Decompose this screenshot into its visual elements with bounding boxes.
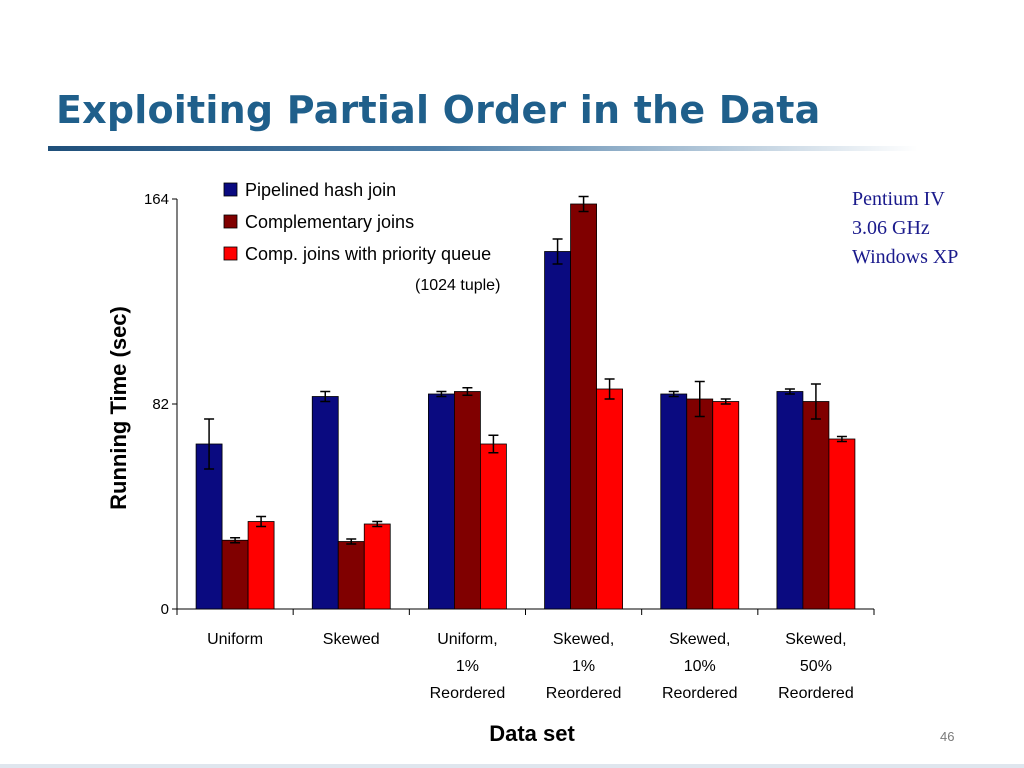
y-tick-label: 82 [152, 396, 169, 413]
platform-os: Windows XP [852, 246, 959, 268]
x-tick-label: Reordered [430, 685, 506, 702]
x-tick-label: Skewed, [785, 631, 846, 648]
x-axis-title: Data set [489, 721, 575, 746]
platform-cpu: Pentium IV [852, 188, 945, 210]
bar [660, 393, 688, 610]
bar [454, 391, 481, 610]
bar [544, 251, 571, 610]
x-tick-label: 1% [456, 658, 479, 675]
x-tick-label: Skewed, [553, 631, 614, 648]
bar [802, 401, 830, 610]
bar [247, 521, 275, 610]
bar [195, 443, 223, 610]
x-tick-label: Reordered [778, 685, 854, 702]
bar [311, 396, 339, 610]
bar [337, 541, 365, 610]
legend-label: Complementary joins [245, 212, 414, 232]
bar [221, 539, 249, 610]
x-tick-label: Reordered [546, 685, 622, 702]
x-tick-label: 50% [800, 658, 832, 675]
y-tick-label: 164 [144, 191, 169, 208]
legend-label: Comp. joins with priority queue [245, 244, 491, 264]
bar [363, 523, 391, 610]
bar [596, 388, 623, 610]
x-tick-label: Skewed, [669, 631, 730, 648]
bar [570, 203, 597, 610]
platform-note: Pentium IV 3.06 GHz Windows XP [852, 185, 958, 272]
bottom-band [0, 764, 1024, 768]
bar [712, 401, 740, 610]
bar [480, 443, 507, 610]
x-tick-label: Uniform, [437, 631, 497, 648]
y-axis-title: Running Time (sec) [106, 306, 131, 510]
chart-annotation: (1024 tuple) [415, 277, 500, 294]
y-tick-label: 0 [161, 601, 169, 618]
platform-clock: 3.06 GHz [852, 217, 930, 239]
x-tick-label: Reordered [662, 685, 738, 702]
x-tick-label: 1% [572, 658, 595, 675]
title-divider [48, 146, 918, 151]
legend-swatch [223, 246, 238, 261]
slide-number: 46 [940, 729, 955, 744]
legend-swatch [223, 214, 238, 229]
x-tick-label: 10% [684, 658, 716, 675]
x-tick-label: Uniform [207, 631, 263, 648]
bar [428, 393, 455, 610]
legend-swatch [223, 182, 238, 197]
legend-label: Pipelined hash join [245, 180, 396, 200]
x-tick-label: Skewed [323, 631, 380, 648]
slide-title: Exploiting Partial Order in the Data [56, 88, 821, 132]
bar [686, 398, 714, 610]
bar [828, 438, 856, 610]
bar [776, 391, 804, 610]
